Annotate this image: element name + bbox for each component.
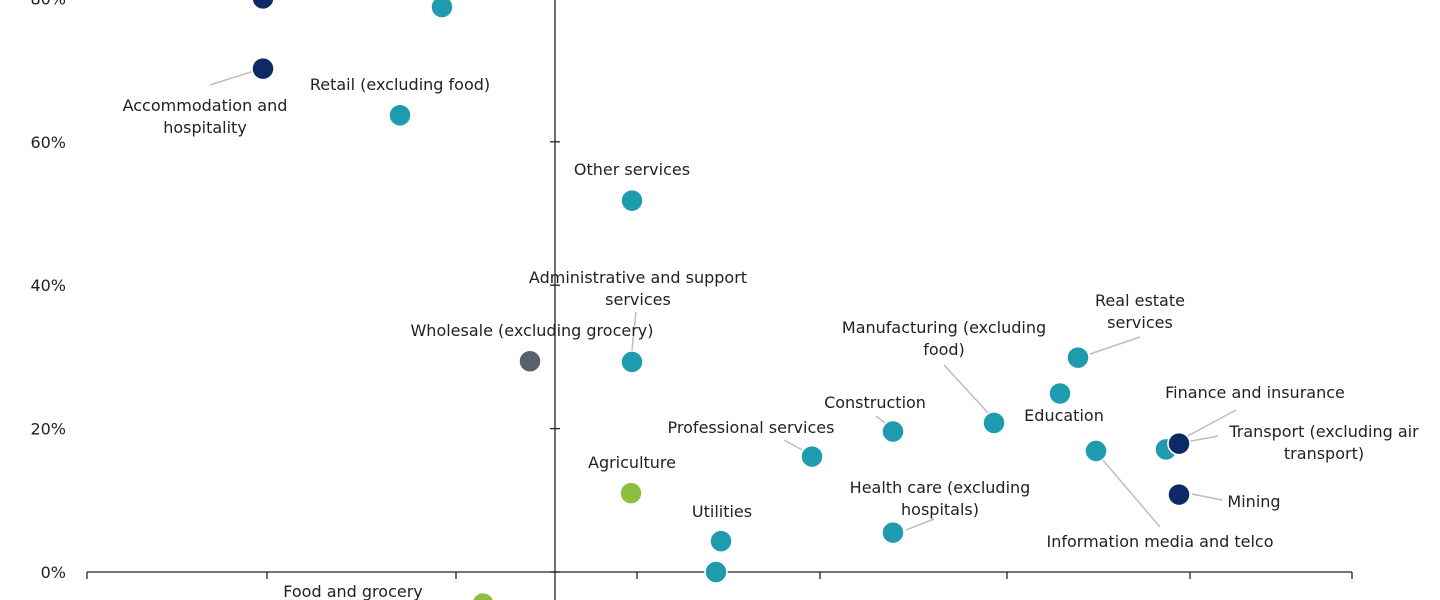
leader-line (631, 311, 637, 351)
point-label: Wholesale (excluding grocery) (410, 321, 653, 340)
data-point (800, 444, 824, 469)
y-tick-label: 0% (41, 563, 66, 582)
leader-line (905, 518, 935, 531)
point-label: Health care (excluding hospitals) (850, 478, 1031, 519)
y-tick-label: 40% (30, 276, 66, 295)
leader-line (1101, 458, 1161, 528)
data-point (471, 591, 495, 600)
y-tick-label: 60% (30, 133, 66, 152)
point-label: Mining (1227, 492, 1280, 511)
data-point (251, 0, 275, 11)
point-label: Agriculture (588, 453, 676, 472)
leader-lines (209, 69, 1237, 531)
data-point (620, 350, 644, 374)
data-point (1167, 482, 1191, 507)
data-point (881, 419, 905, 444)
point-label: Administrative and support services (529, 268, 747, 309)
leader-line (1183, 409, 1237, 439)
data-point (1048, 381, 1072, 406)
point-label: Finance and insurance (1165, 383, 1345, 402)
point-label: Manufacturing (excluding food) (842, 318, 1046, 359)
leader-line (1089, 336, 1141, 355)
point-label: Accommodation and hospitality (123, 96, 288, 137)
data-point (1066, 345, 1090, 370)
leader-line (1185, 435, 1219, 443)
point-labels: Accommodation and hospitality Retail (excl… (123, 75, 1420, 600)
point-label: Other services (574, 160, 690, 179)
point-label: Real estate services (1095, 291, 1185, 332)
y-tick-label: 80% (30, 0, 66, 8)
data-point (251, 56, 275, 81)
data-point (518, 349, 542, 373)
data-point (388, 103, 412, 128)
point-label: Construction (824, 393, 926, 412)
data-point (1167, 431, 1191, 456)
data-point (704, 560, 728, 584)
point-label: Utilities (692, 502, 752, 521)
data-point (982, 411, 1006, 435)
point-label: Food and grocery (283, 582, 423, 600)
point-label: Transport (excluding air transport) (1228, 422, 1419, 463)
point-label: Education (1024, 406, 1104, 425)
point-label: Professional services (668, 418, 835, 437)
leader-line (209, 69, 258, 86)
data-point (619, 481, 643, 505)
y-tick-label: 20% (30, 420, 66, 439)
data-point (430, 0, 454, 19)
data-point (881, 520, 905, 545)
leader-line (1191, 493, 1223, 501)
data-point (620, 188, 644, 213)
point-label: Information media and telco (1047, 532, 1274, 551)
data-point (1084, 439, 1108, 463)
data-point (709, 529, 733, 553)
data-points (251, 0, 1191, 600)
leader-line (943, 364, 991, 416)
point-label: Retail (excluding food) (310, 75, 490, 94)
